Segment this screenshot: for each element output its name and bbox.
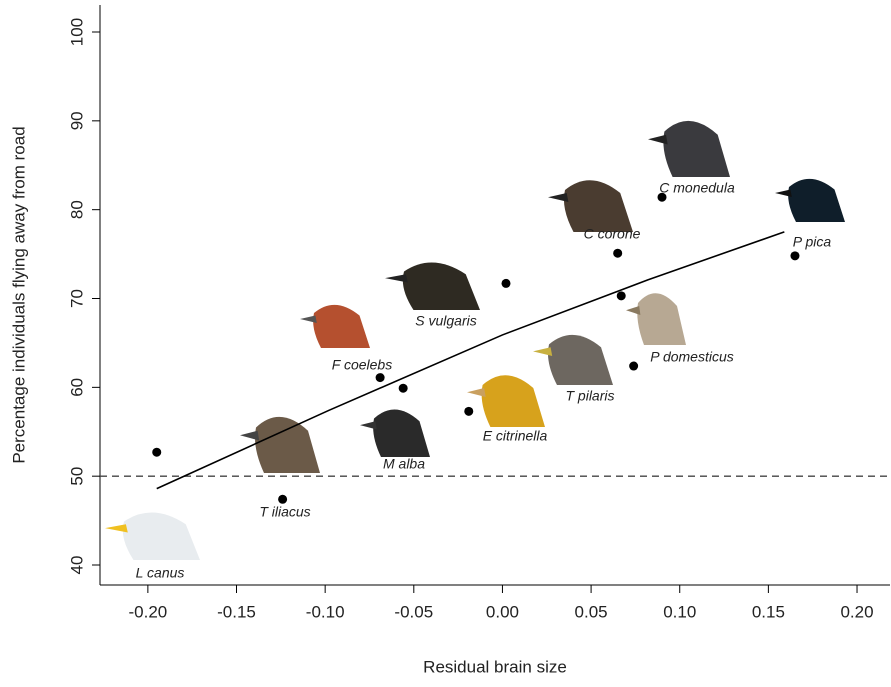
bird-beak — [467, 388, 486, 397]
x-tick-label: 0.15 — [752, 602, 785, 621]
species-label: P pica — [793, 234, 832, 250]
species-label: T iliacus — [259, 504, 310, 520]
bird-head — [123, 513, 200, 560]
bird-beak — [300, 316, 317, 324]
bird-head — [313, 305, 370, 348]
x-tick-label: 0.05 — [575, 602, 608, 621]
bird-head — [788, 179, 845, 222]
x-tick-label: -0.15 — [217, 602, 256, 621]
point — [790, 251, 799, 260]
x-tick-label: -0.20 — [128, 602, 167, 621]
bird-beak — [533, 347, 552, 356]
point — [613, 249, 622, 258]
point — [152, 448, 161, 457]
bird-beak — [775, 190, 792, 198]
bird-beak — [385, 274, 408, 282]
point — [376, 373, 385, 382]
x-tick-label: 0.10 — [663, 602, 696, 621]
bird-beak — [648, 135, 668, 145]
x-axis-title: Residual brain size — [423, 657, 567, 676]
point — [629, 362, 638, 371]
bird-head — [548, 335, 613, 385]
species-label: P domesticus — [650, 349, 734, 365]
y-tick-label: 100 — [67, 18, 86, 46]
point — [399, 384, 408, 393]
bird-head — [373, 410, 430, 457]
chart: Residual brain size Percentage individua… — [0, 0, 891, 687]
y-tick-label: 90 — [67, 111, 86, 130]
species-label: M alba — [383, 456, 425, 472]
species-label: L canus — [136, 565, 185, 581]
point — [278, 495, 287, 504]
bird-beak — [626, 306, 640, 315]
x-tick-label: 0.20 — [840, 602, 873, 621]
bird-head — [403, 263, 480, 310]
bird-beak — [240, 431, 259, 441]
y-tick-label: 40 — [67, 556, 86, 575]
x-tick-label: -0.05 — [394, 602, 433, 621]
point — [501, 279, 510, 288]
y-tick-label: 60 — [67, 378, 86, 397]
species-label: C monedula — [659, 180, 735, 196]
x-tick-label: -0.10 — [306, 602, 345, 621]
bird-head — [255, 417, 320, 473]
bird-head — [637, 293, 686, 345]
bird-head — [482, 375, 545, 427]
bird-beak — [360, 421, 377, 429]
species-label: C corone — [584, 226, 641, 242]
x-tick-label: 0.00 — [486, 602, 519, 621]
bird-head — [564, 180, 633, 232]
y-tick-label: 50 — [67, 467, 86, 486]
bird-head — [663, 121, 730, 177]
species-label: T pilaris — [565, 388, 614, 404]
bird-beak — [105, 524, 128, 532]
point — [617, 291, 626, 300]
species-label: S vulgaris — [415, 313, 476, 329]
bird-beak — [548, 193, 568, 202]
y-tick-label: 70 — [67, 289, 86, 308]
species-label: E citrinella — [483, 428, 548, 444]
species-label: F coelebs — [332, 357, 392, 373]
y-axis-title: Percentage individuals flying away from … — [9, 126, 28, 463]
point — [464, 407, 473, 416]
y-tick-label: 80 — [67, 200, 86, 219]
